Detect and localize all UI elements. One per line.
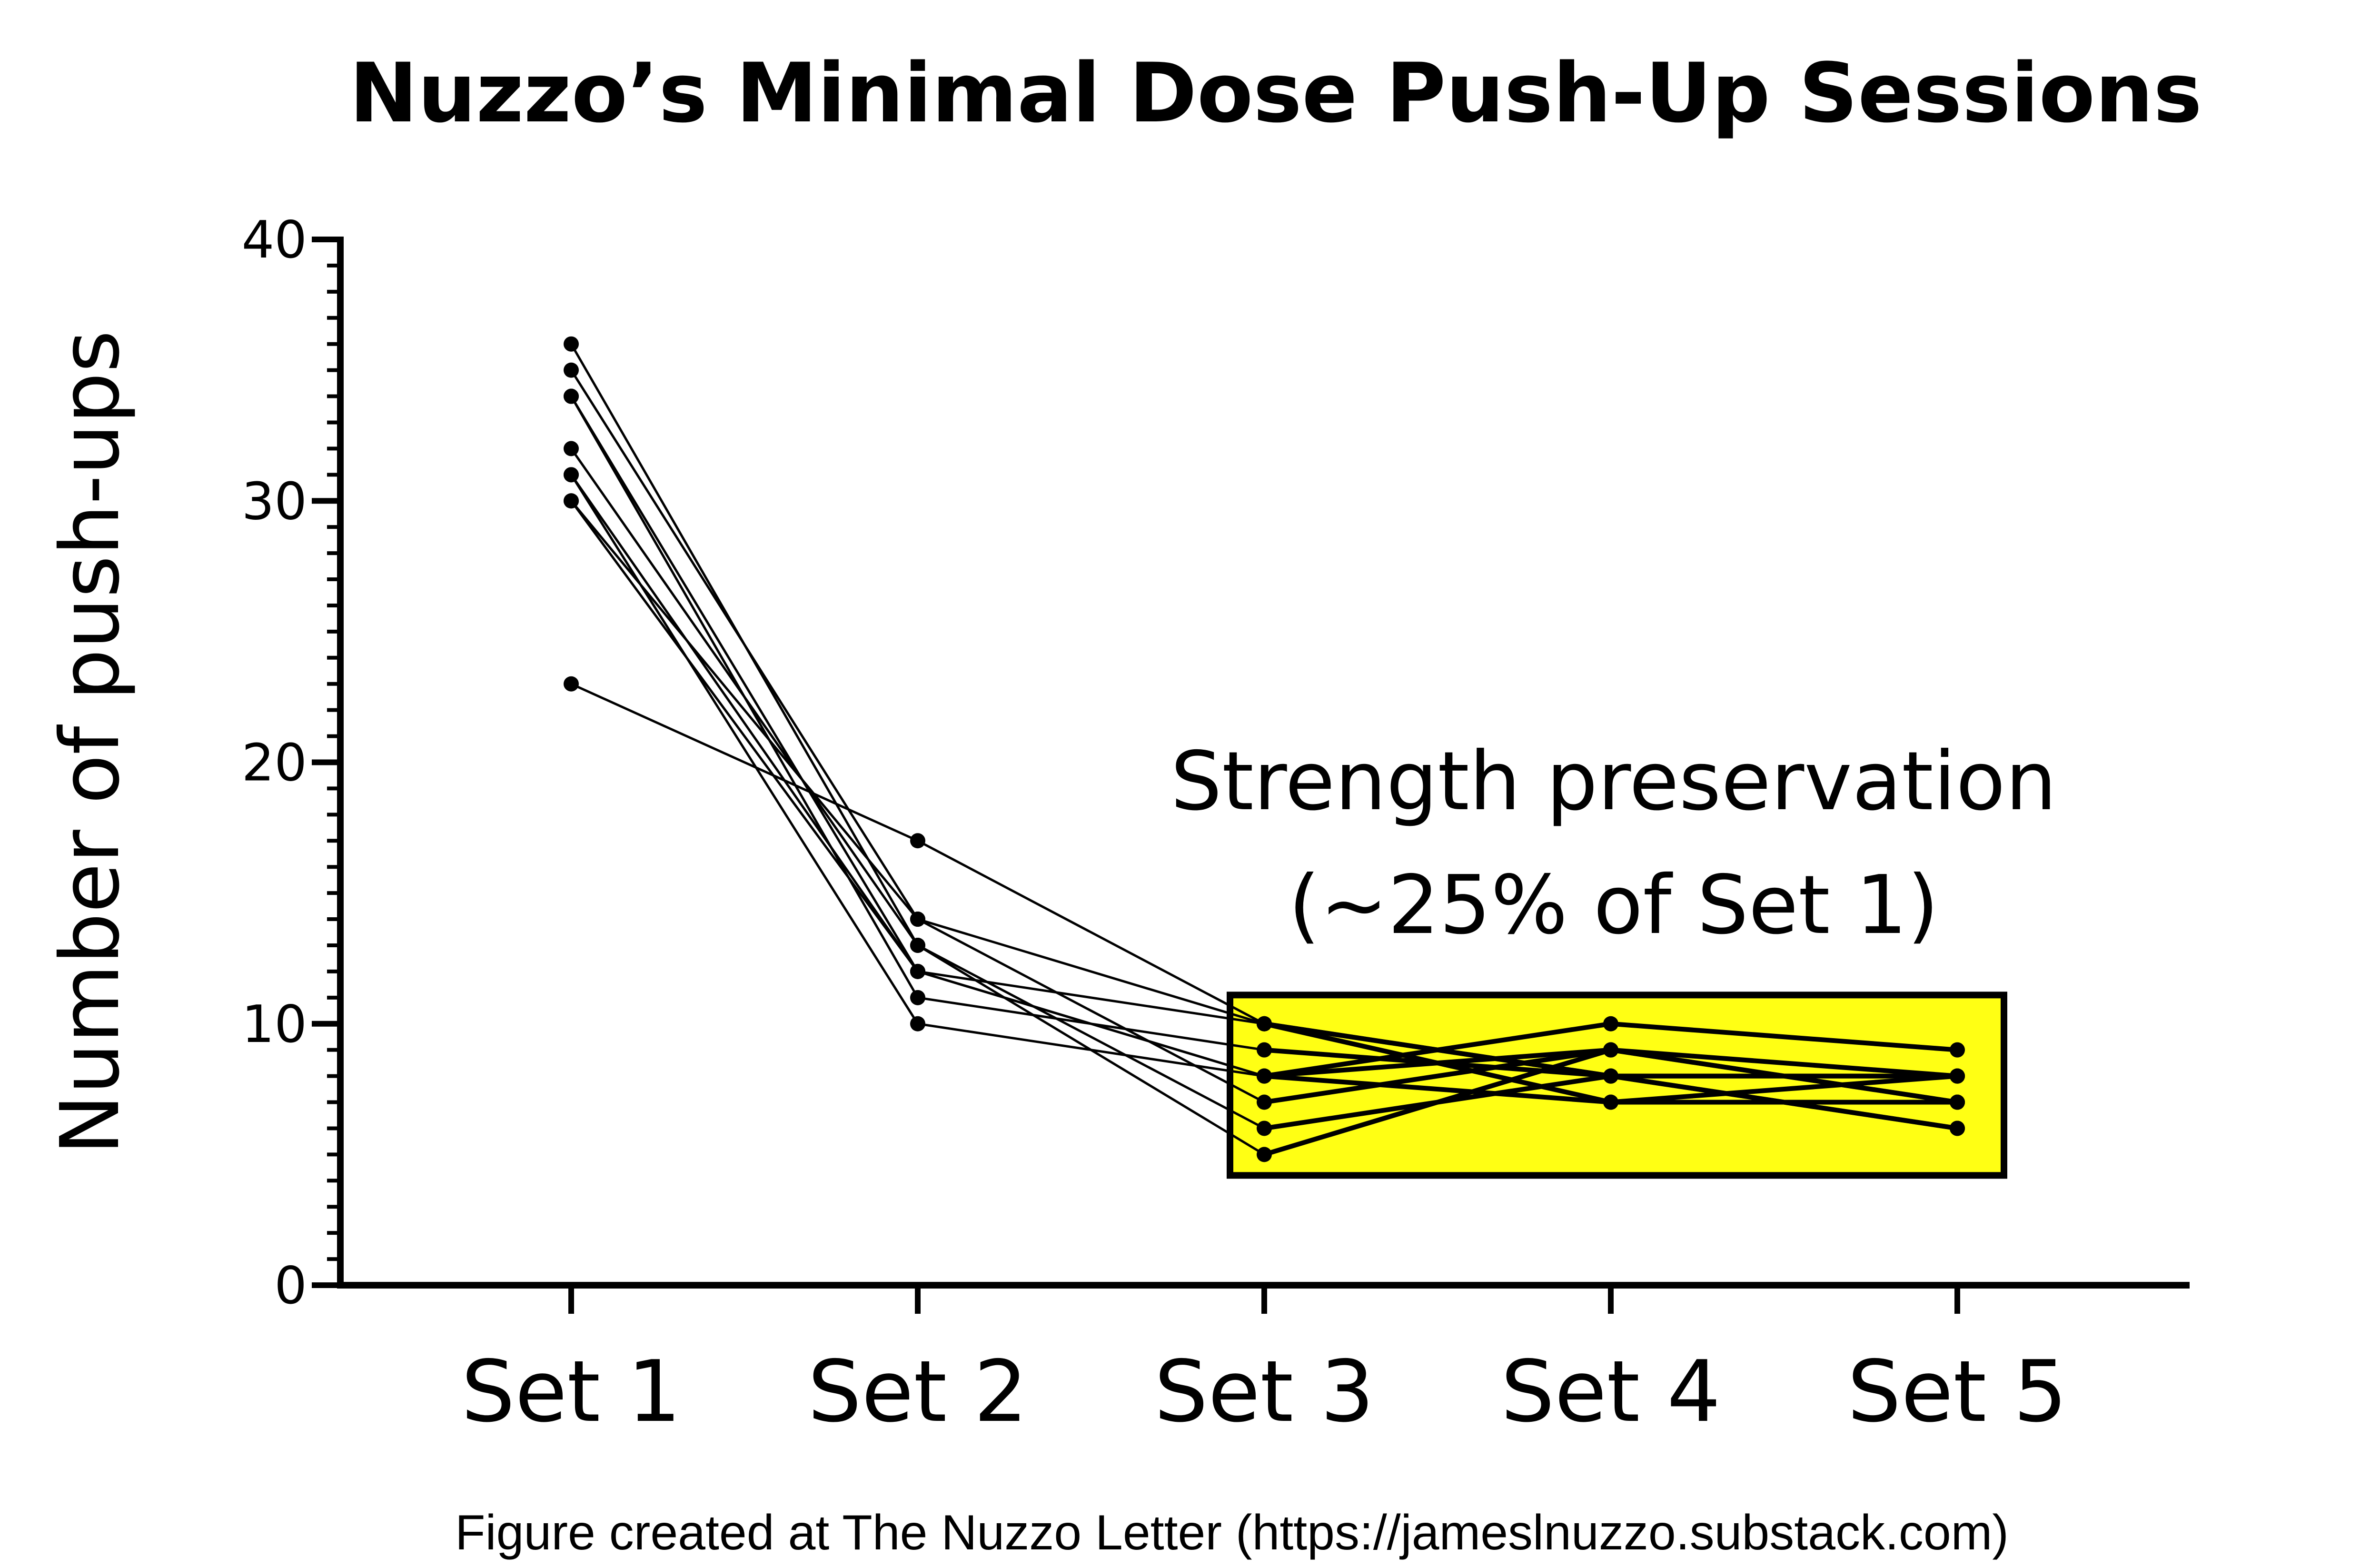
data-point: [1603, 1016, 1618, 1031]
data-point: [564, 388, 579, 404]
annotation-line-1: Strength preservation: [1170, 734, 2057, 829]
data-point: [1257, 1042, 1272, 1058]
y-tick-label: 10: [242, 995, 307, 1054]
series-line-segment: [570, 499, 919, 921]
data-point: [564, 441, 579, 456]
series-line-segment: [570, 473, 919, 1025]
series-line-segment: [1608, 1073, 1960, 1105]
data-point: [1257, 1016, 1272, 1031]
series-line-segment: [916, 839, 1266, 1025]
annotation-line-2: (~25% of Set 1): [1289, 858, 1939, 952]
data-point: [1257, 1068, 1272, 1084]
series-line-segment: [916, 1022, 1266, 1078]
series-line-segment: [570, 499, 919, 973]
data-point: [910, 833, 925, 849]
data-point: [910, 963, 925, 979]
series-line-segment: [1608, 1021, 1960, 1052]
x-tick-label: Set 5: [1847, 1342, 2067, 1441]
x-tick-label: Set 3: [1154, 1342, 1374, 1441]
data-point: [1257, 1121, 1272, 1136]
data-point: [910, 990, 925, 1005]
x-tick-label: Set 4: [1501, 1342, 1721, 1441]
series-line-segment: [1262, 1021, 1613, 1079]
series-line-segment: [1608, 1047, 1960, 1079]
series-line-segment: [916, 944, 1266, 1130]
data-point: [910, 912, 925, 927]
data-point: [564, 362, 579, 378]
series-line-segment: [1608, 1073, 1960, 1131]
chart-title: Nuzzo’s Minimal Dose Push-Up Sessions: [349, 45, 2202, 141]
data-point: [564, 336, 579, 352]
data-point: [1950, 1068, 1965, 1084]
data-point: [1603, 1094, 1618, 1110]
data-point: [1950, 1121, 1965, 1136]
y-tick-label: 20: [242, 734, 307, 793]
series-line-segment: [570, 683, 919, 842]
y-tick-label: 40: [242, 210, 307, 270]
data-point: [1950, 1094, 1965, 1110]
series-line-segment: [570, 369, 919, 921]
data-point: [1603, 1042, 1618, 1058]
data-point: [1950, 1042, 1965, 1058]
data-point: [564, 676, 579, 692]
series-line-segment: [916, 970, 1266, 1078]
data-point: [910, 1016, 925, 1031]
y-axis-label: Number of push-ups: [43, 330, 138, 1155]
y-tick-label: 0: [274, 1256, 307, 1316]
series-line-segment: [916, 918, 1266, 1025]
x-tick-label: Set 1: [461, 1342, 681, 1441]
figure-caption: Figure created at The Nuzzo Letter (http…: [455, 1505, 2009, 1560]
y-tick-label: 30: [242, 472, 307, 531]
series-line-segment: [916, 918, 1266, 1104]
series-layer: [564, 336, 1965, 1162]
data-point: [1257, 1094, 1272, 1110]
series-line-segment: [916, 970, 1266, 1025]
series-line-segment: [1262, 1073, 1613, 1105]
data-point: [564, 493, 579, 509]
data-point: [1603, 1068, 1618, 1084]
axes-layer: 0 10 20 30 40 Set 1 Set 2 Set 3 Set 4 Set 5: [242, 210, 2190, 1441]
series-line-segment: [570, 473, 919, 973]
x-tick-label: Set 2: [808, 1342, 1028, 1441]
data-point: [910, 937, 925, 953]
series-line-segment: [570, 395, 919, 973]
series-line-segment: [570, 447, 919, 947]
series-line-segment: [1262, 1047, 1613, 1105]
series-line-segment: [1262, 1047, 1613, 1079]
series-10: [564, 676, 1965, 1084]
series-9: [564, 493, 1965, 1110]
data-point: [1257, 1147, 1272, 1162]
data-point: [564, 467, 579, 483]
